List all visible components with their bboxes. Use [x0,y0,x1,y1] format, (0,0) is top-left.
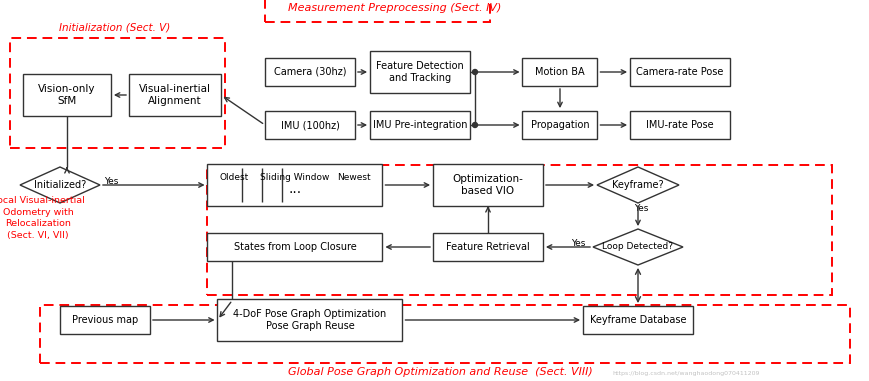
Bar [40,305,849,363]
FancyBboxPatch shape [208,164,382,206]
FancyBboxPatch shape [23,74,111,116]
FancyBboxPatch shape [629,58,729,86]
Text: ···: ··· [289,186,302,200]
Polygon shape [596,167,678,203]
FancyBboxPatch shape [217,299,402,341]
Text: Initialized?: Initialized? [34,180,86,190]
Bar [265,0,489,22]
FancyBboxPatch shape [582,306,693,334]
Text: https://blog.csdn.net/wanghaodong070411209: https://blog.csdn.net/wanghaodong0704112… [612,371,760,376]
FancyBboxPatch shape [522,58,597,86]
FancyBboxPatch shape [129,74,221,116]
Text: Measurement Preprocessing (Sect. IV): Measurement Preprocessing (Sect. IV) [288,3,501,13]
Text: Camera-rate Pose: Camera-rate Pose [635,67,723,77]
Text: IMU (100hz): IMU (100hz) [280,120,339,130]
Bar [207,165,831,295]
Text: Loop Detected?: Loop Detected? [602,242,673,251]
FancyBboxPatch shape [265,111,355,139]
Text: Yes: Yes [104,178,118,187]
Text: Keyframe?: Keyframe? [612,180,663,190]
Text: States from Loop Closure: States from Loop Closure [234,242,356,252]
FancyBboxPatch shape [629,111,729,139]
Text: Local Visual-inertial
Odometry with
Relocalization
(Sect. VI, VII): Local Visual-inertial Odometry with Relo… [0,196,84,240]
FancyBboxPatch shape [433,233,542,261]
Polygon shape [593,229,682,265]
Text: Yes: Yes [634,205,647,213]
FancyBboxPatch shape [208,233,382,261]
Polygon shape [20,167,100,203]
Circle shape [472,69,477,75]
FancyBboxPatch shape [369,111,469,139]
Text: Optimization-
based VIO: Optimization- based VIO [452,174,523,196]
Text: Visual-inertial
Alignment: Visual-inertial Alignment [139,84,211,106]
Circle shape [472,123,477,128]
Text: IMU Pre-integration: IMU Pre-integration [372,120,467,130]
Text: Previous map: Previous map [72,315,138,325]
Text: Motion BA: Motion BA [534,67,584,77]
Text: Keyframe Database: Keyframe Database [589,315,686,325]
FancyBboxPatch shape [60,306,149,334]
FancyBboxPatch shape [522,111,597,139]
Text: Initialization (Sect. V): Initialization (Sect. V) [59,23,170,33]
Text: Feature Retrieval: Feature Retrieval [446,242,529,252]
Text: Sliding Window: Sliding Window [260,173,329,182]
Text: Oldest: Oldest [219,173,249,182]
Text: Feature Detection
and Tracking: Feature Detection and Tracking [375,61,463,83]
FancyBboxPatch shape [433,164,542,206]
Text: Global Pose Graph Optimization and Reuse  (Sect. VIII): Global Pose Graph Optimization and Reuse… [288,367,592,377]
FancyBboxPatch shape [369,51,469,93]
Text: IMU-rate Pose: IMU-rate Pose [646,120,713,130]
Text: Vision-only
SfM: Vision-only SfM [38,84,96,106]
FancyBboxPatch shape [265,58,355,86]
Bar [10,38,225,148]
Text: Camera (30hz): Camera (30hz) [274,67,346,77]
Text: 4-DoF Pose Graph Optimization
Pose Graph Reuse: 4-DoF Pose Graph Optimization Pose Graph… [233,309,386,331]
Text: Propagation: Propagation [530,120,588,130]
Text: Yes: Yes [570,240,585,248]
Text: Newest: Newest [336,173,370,182]
